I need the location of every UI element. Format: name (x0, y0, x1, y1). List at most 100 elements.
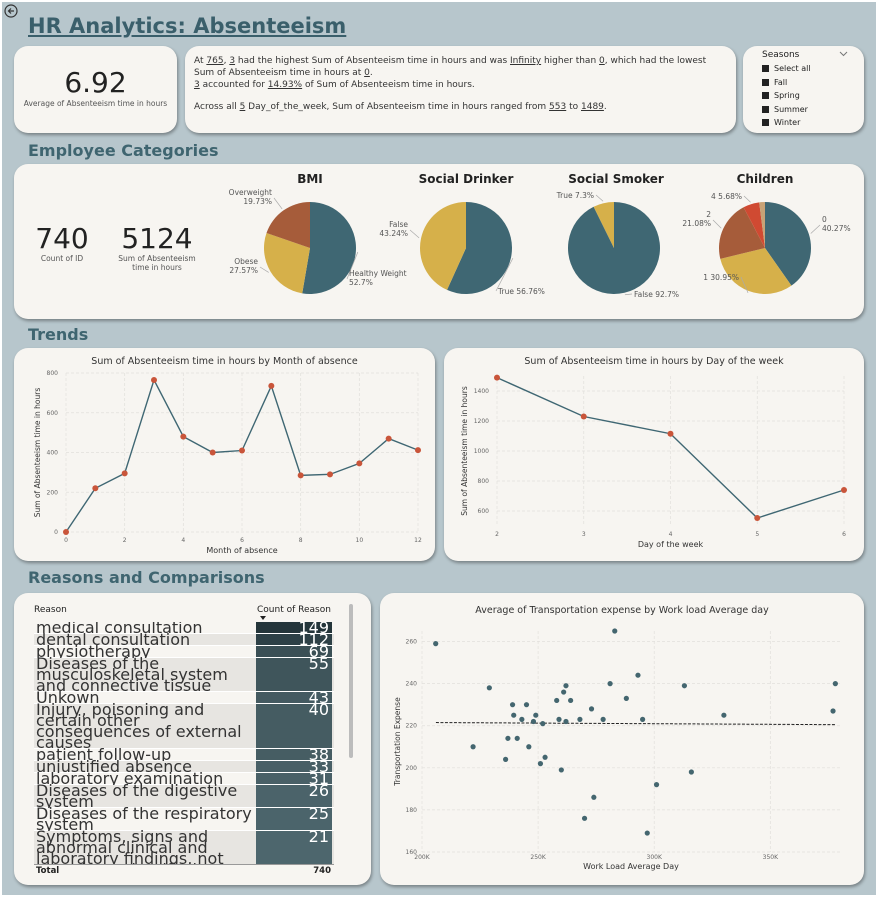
season-option-label: Winter (774, 118, 801, 127)
scatter-point (577, 716, 583, 722)
season-option-select-all[interactable]: Select all (762, 64, 811, 73)
table-row[interactable]: dental consultation 112 (34, 632, 334, 648)
line-point (209, 449, 216, 456)
x-tick-label: 8 (299, 537, 303, 544)
kpi-count-label: Count of ID (40, 254, 84, 263)
line-point (297, 472, 304, 479)
narrative-value[interactable]: 0 (364, 68, 370, 78)
table-total-row: Total 740 (34, 864, 334, 878)
season-option-summer[interactable]: Summer (762, 105, 808, 114)
x-tick-label: 10 (356, 537, 364, 544)
season-option-winter[interactable]: Winter (762, 118, 800, 127)
day-line-chart: 600 800 1000 1200 1400 2 3 4 5 6 Day of the week Su… (460, 374, 847, 549)
narrative-text-run: . (369, 68, 373, 78)
season-option-spring[interactable]: Spring (762, 91, 800, 100)
pie-slice (420, 202, 466, 290)
narrative-value[interactable]: Infinity (510, 56, 542, 66)
narrative-card: At 765, 3 had the highest Sum of Absente… (185, 46, 736, 133)
table-header-reason[interactable]: Reason (34, 605, 67, 615)
scatter-point (514, 735, 520, 741)
x-tick-label: 6 (240, 537, 244, 544)
pie-slice-label: 1 30.95% (703, 273, 739, 282)
table-scrollbar[interactable] (349, 604, 353, 758)
narrative-value[interactable]: 3 (194, 80, 200, 90)
pie-title-social-drinker: Social Drinker (418, 172, 514, 186)
y-tick-label: 1200 (474, 418, 489, 425)
table-row[interactable]: Injury, poisoning and certain other cons… (34, 702, 334, 751)
scatter-point (612, 628, 618, 634)
table-row[interactable]: Unkown 43 (34, 690, 334, 706)
table-row[interactable]: unjustified absence 33 (34, 759, 334, 775)
back-arrow-icon[interactable] (4, 4, 18, 18)
pie-slice (447, 202, 512, 294)
table-cell-reason: medical consultation (36, 622, 203, 637)
chevron-down-icon[interactable] (839, 51, 848, 57)
y-tick-label: 200 (406, 765, 418, 772)
y-axis-label: Sum of Absenteeism time in hours (460, 386, 469, 516)
scatter-point (688, 769, 694, 775)
sort-descending-icon[interactable] (260, 616, 266, 620)
x-tick-label: 250K (530, 854, 546, 861)
pie-slice (593, 202, 614, 248)
season-option-fall[interactable]: Fall (762, 78, 787, 87)
narrative-value[interactable]: 553 (549, 102, 567, 112)
x-tick-label: 200K (414, 854, 430, 861)
pie-slice-pct: 21.08% (682, 219, 711, 228)
table-row[interactable]: physiotherapy 69 (34, 644, 334, 660)
narrative-value[interactable]: 3 (229, 56, 236, 66)
employee-categories-card: 740 Count of ID 5124 Sum of Absenteeism … (14, 164, 864, 319)
kpi-average-card: 6.92 Average of Absenteeism time in hour… (14, 46, 177, 133)
scatter-point (558, 767, 564, 773)
scatter-point (470, 744, 476, 750)
table-cell-count: 40 (256, 702, 332, 748)
pie-leader-line (259, 266, 269, 273)
pie-leader-line (595, 194, 604, 202)
checkbox-icon[interactable] (762, 119, 769, 126)
narrative-value[interactable]: 5 (239, 102, 246, 112)
scatter-point (561, 689, 567, 695)
scatter-card: Average of Transportation expense by Wor… (380, 593, 864, 885)
narrative-value[interactable]: 14.93% (267, 80, 303, 90)
table-row[interactable]: Symptoms, signs and abnormal clinical an… (34, 829, 334, 864)
x-tick-label: 6 (842, 531, 846, 538)
table-row[interactable]: laboratory examination 31 (34, 771, 334, 787)
scatter-point (505, 735, 511, 741)
scatter-point (523, 702, 530, 708)
kpi-sum-label-line2: time in hours (132, 263, 182, 272)
narrative-text-run: accounted for (199, 80, 268, 90)
table-row[interactable]: Diseases of the respiratory system 25 (34, 806, 334, 833)
pie-slice-label: Healthy Weight (349, 269, 407, 278)
line-point (327, 471, 333, 478)
page-title: HR Analytics: Absenteeism (28, 14, 347, 38)
narrative-value[interactable]: 1489 (581, 102, 604, 112)
narrative-value[interactable]: 765 (206, 56, 224, 66)
checkbox-icon[interactable] (762, 65, 769, 72)
checkbox-icon[interactable] (762, 79, 769, 86)
table-cell-count: 43 (256, 690, 332, 706)
x-tick-label: 12 (414, 537, 422, 544)
narrative-text-run: , which had the lowest Sum of Absenteeis… (194, 56, 707, 78)
y-tick-label: 240 (406, 681, 418, 688)
pie-slice-label: Obese (234, 257, 258, 266)
pie-slice-pct: 52.7% (349, 278, 373, 287)
checkbox-icon[interactable] (762, 106, 769, 113)
table-row[interactable]: Diseases of the musculoskeletal system a… (34, 656, 334, 694)
table-cell-count: 112 (256, 632, 332, 648)
table-row[interactable]: Diseases of the digestive system 26 (34, 783, 334, 810)
scatter-point (533, 712, 539, 718)
scatter-point (537, 761, 544, 767)
narrative-text-run: , (223, 56, 230, 66)
pie-slice-pct: 27.57% (229, 266, 258, 275)
narrative-value[interactable]: 0 (599, 56, 605, 66)
checkbox-icon[interactable] (762, 92, 769, 99)
scatter-point (568, 697, 574, 704)
y-tick-label: 400 (47, 450, 59, 457)
day-chart-title: Sum of Absenteeism time in hours by Day … (524, 356, 784, 367)
pie-slice (266, 202, 310, 248)
table-header-count[interactable]: Count of Reason (257, 605, 331, 615)
section-title-employee: Employee Categories (28, 141, 219, 160)
table-row[interactable]: patient follow-up 38 (34, 747, 334, 763)
table-row[interactable]: medical consultation 149 (34, 622, 334, 637)
y-tick-label: 1400 (474, 388, 489, 395)
scatter-point (509, 702, 516, 708)
